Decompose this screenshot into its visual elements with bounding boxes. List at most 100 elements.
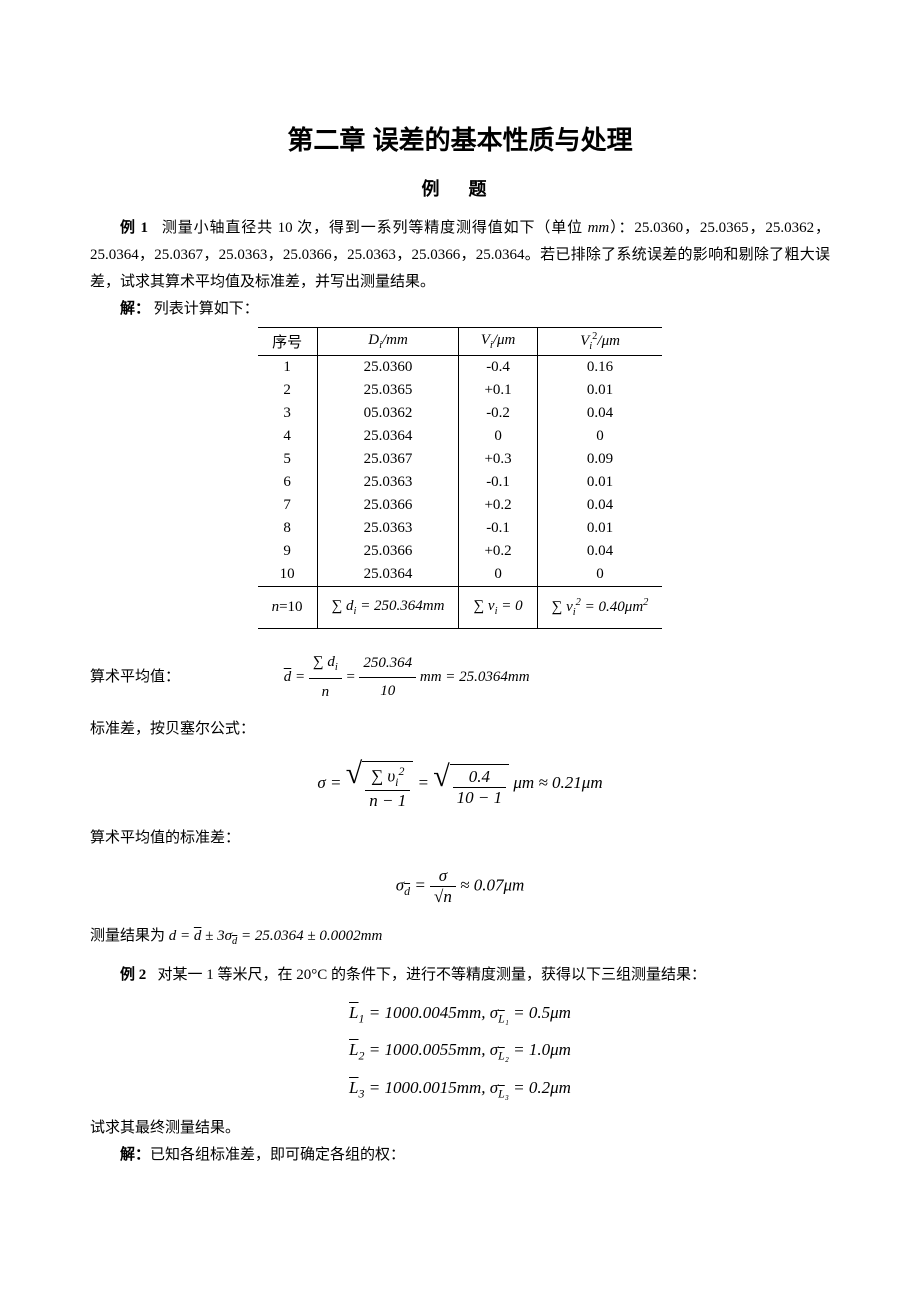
table-cell: -0.1	[459, 517, 537, 540]
unit-mm: mm	[588, 220, 610, 236]
document-page: 第二章 误差的基本性质与处理 例 题 例 1 测量小轴直径共 10 次，得到一系…	[0, 0, 920, 1229]
table-cell: 0.16	[537, 356, 662, 380]
table-cell: 0.04	[537, 402, 662, 425]
std-mean-formula: σd = σ√n ≈ 0.07μm	[90, 866, 830, 907]
table-cell: 0.01	[537, 471, 662, 494]
mean-line: 算术平均值： d = ∑ din = 250.36410 mm = 25.036…	[90, 649, 830, 706]
table-cell: 0	[459, 563, 537, 587]
table-cell: 6	[258, 471, 317, 494]
table-sum-cell: ∑ vi2 = 0.40μm2	[537, 587, 662, 629]
std-mean-result: ≈ 0.07μm	[456, 875, 524, 894]
std-formula: σ = √∑ υi2n − 1 = √0.410 − 1 μm ≈ 0.21μm	[90, 757, 830, 811]
table-cell: 25.0363	[317, 471, 459, 494]
example-1-text-1: 测量小轴直径共 10 次，得到一系列等精度测得值如下（单位	[162, 220, 588, 236]
table-cell: +0.2	[459, 540, 537, 563]
mean-label: 算术平均值：	[90, 664, 220, 691]
header-v-var: V	[481, 332, 490, 348]
header-d-var: D	[368, 332, 379, 348]
table-row: 925.0366+0.20.04	[258, 540, 663, 563]
table-row: 625.0363-0.10.01	[258, 471, 663, 494]
header-v-unit: /μm	[493, 332, 516, 348]
table-row: 425.036400	[258, 425, 663, 448]
example-2-ask: 试求其最终测量结果。	[90, 1115, 830, 1142]
table-header-row: 序号 Di/mm Vi/μm Vi2/μm	[258, 328, 663, 356]
table-row: 525.0367+0.30.09	[258, 448, 663, 471]
header-v2-unit: /μm	[597, 333, 620, 349]
table-cell: 5	[258, 448, 317, 471]
table-cell: +0.2	[459, 494, 537, 517]
col-header-index: 序号	[258, 328, 317, 356]
table-cell: 0.09	[537, 448, 662, 471]
table-cell: 0.04	[537, 494, 662, 517]
table-cell: 25.0363	[317, 517, 459, 540]
solve-text-2: 已知各组标准差，即可确定各组的权：	[150, 1147, 405, 1163]
table-cell: 9	[258, 540, 317, 563]
col-header-d: Di/mm	[317, 328, 459, 356]
solve-label-2: 解：	[120, 1147, 150, 1163]
example-1-intro: 例 1 测量小轴直径共 10 次，得到一系列等精度测得值如下（单位 mm）：25…	[90, 215, 830, 296]
table-cell: 25.0365	[317, 379, 459, 402]
header-v2-sub: i	[589, 341, 592, 352]
table-cell: 0.01	[537, 379, 662, 402]
table-sum-cell: ∑ vi = 0	[459, 587, 537, 629]
solve-text: 列表计算如下：	[150, 301, 259, 317]
l2-formula: L2 = 1000.0055mm, σL₂ = 1.0μm	[90, 1040, 830, 1063]
solve-label: 解：	[120, 301, 150, 317]
header-d-unit: /mm	[382, 332, 408, 348]
result-label: 测量结果为	[90, 928, 169, 944]
table-cell: 1	[258, 356, 317, 380]
table-cell: 10	[258, 563, 317, 587]
table-sum-cell: n=10	[258, 587, 317, 629]
example-2-label: 例 2	[120, 967, 146, 983]
table-cell: -0.2	[459, 402, 537, 425]
l3-formula: L3 = 1000.0015mm, σL₃ = 0.2μm	[90, 1078, 830, 1101]
table-cell: 0.04	[537, 540, 662, 563]
table-sum-cell: ∑ di = 250.364mm	[317, 587, 459, 629]
result-formula: d = d ± 3σd = 25.0364 ± 0.0002mm	[169, 928, 383, 944]
table-cell: 25.0364	[317, 425, 459, 448]
table-row: 825.0363-0.10.01	[258, 517, 663, 540]
table-cell: 8	[258, 517, 317, 540]
table-cell: +0.1	[459, 379, 537, 402]
col-header-v: Vi/μm	[459, 328, 537, 356]
table-row: 725.0366+0.20.04	[258, 494, 663, 517]
table-cell: 25.0367	[317, 448, 459, 471]
mean-formula: d = ∑ din = 250.36410 mm = 25.0364mm	[284, 669, 530, 685]
table-cell: 25.0366	[317, 540, 459, 563]
col-header-v2: Vi2/μm	[537, 328, 662, 356]
subtitle: 例 题	[90, 175, 830, 201]
result-line: 测量结果为 d = d ± 3σd = 25.0364 ± 0.0002mm	[90, 923, 830, 952]
table-cell: 7	[258, 494, 317, 517]
table-row: 125.0360-0.40.16	[258, 356, 663, 380]
table-row: 305.0362-0.20.04	[258, 402, 663, 425]
table-cell: -0.4	[459, 356, 537, 380]
table-cell: 2	[258, 379, 317, 402]
example-2-text: 对某一 1 等米尺，在 20°C 的条件下，进行不等精度测量，获得以下三组测量结…	[158, 967, 707, 983]
table-row: 1025.036400	[258, 563, 663, 587]
table-sum-row: n=10∑ di = 250.364mm∑ vi = 0∑ vi2 = 0.40…	[258, 587, 663, 629]
example-2-intro: 例 2 对某一 1 等米尺，在 20°C 的条件下，进行不等精度测量，获得以下三…	[90, 962, 830, 989]
table-cell: 4	[258, 425, 317, 448]
data-table: 序号 Di/mm Vi/μm Vi2/μm 125.0360-0.40.1622…	[258, 327, 663, 629]
example-1-label: 例 1	[120, 220, 148, 236]
table-cell: 25.0364	[317, 563, 459, 587]
std-mean-label: 算术平均值的标准差：	[90, 825, 830, 852]
header-v2-var: V	[580, 333, 589, 349]
table-cell: 05.0362	[317, 402, 459, 425]
example-2-solve: 解：已知各组标准差，即可确定各组的权：	[90, 1142, 830, 1169]
std-result: μm ≈ 0.21μm	[509, 773, 602, 792]
l1-formula: L1 = 1000.0045mm, σL₁ = 0.5μm	[90, 1003, 830, 1026]
table-cell: 0	[537, 425, 662, 448]
std-label: 标准差，按贝塞尔公式：	[90, 716, 830, 743]
example-1-solve: 解： 列表计算如下：	[90, 296, 830, 323]
chapter-title: 第二章 误差的基本性质与处理	[90, 120, 830, 157]
table-cell: 0.01	[537, 517, 662, 540]
table-cell: 3	[258, 402, 317, 425]
table-cell: +0.3	[459, 448, 537, 471]
table-cell: -0.1	[459, 471, 537, 494]
table-cell: 25.0366	[317, 494, 459, 517]
table-cell: 25.0360	[317, 356, 459, 380]
table-cell: 0	[459, 425, 537, 448]
table-row: 225.0365+0.10.01	[258, 379, 663, 402]
table-cell: 0	[537, 563, 662, 587]
